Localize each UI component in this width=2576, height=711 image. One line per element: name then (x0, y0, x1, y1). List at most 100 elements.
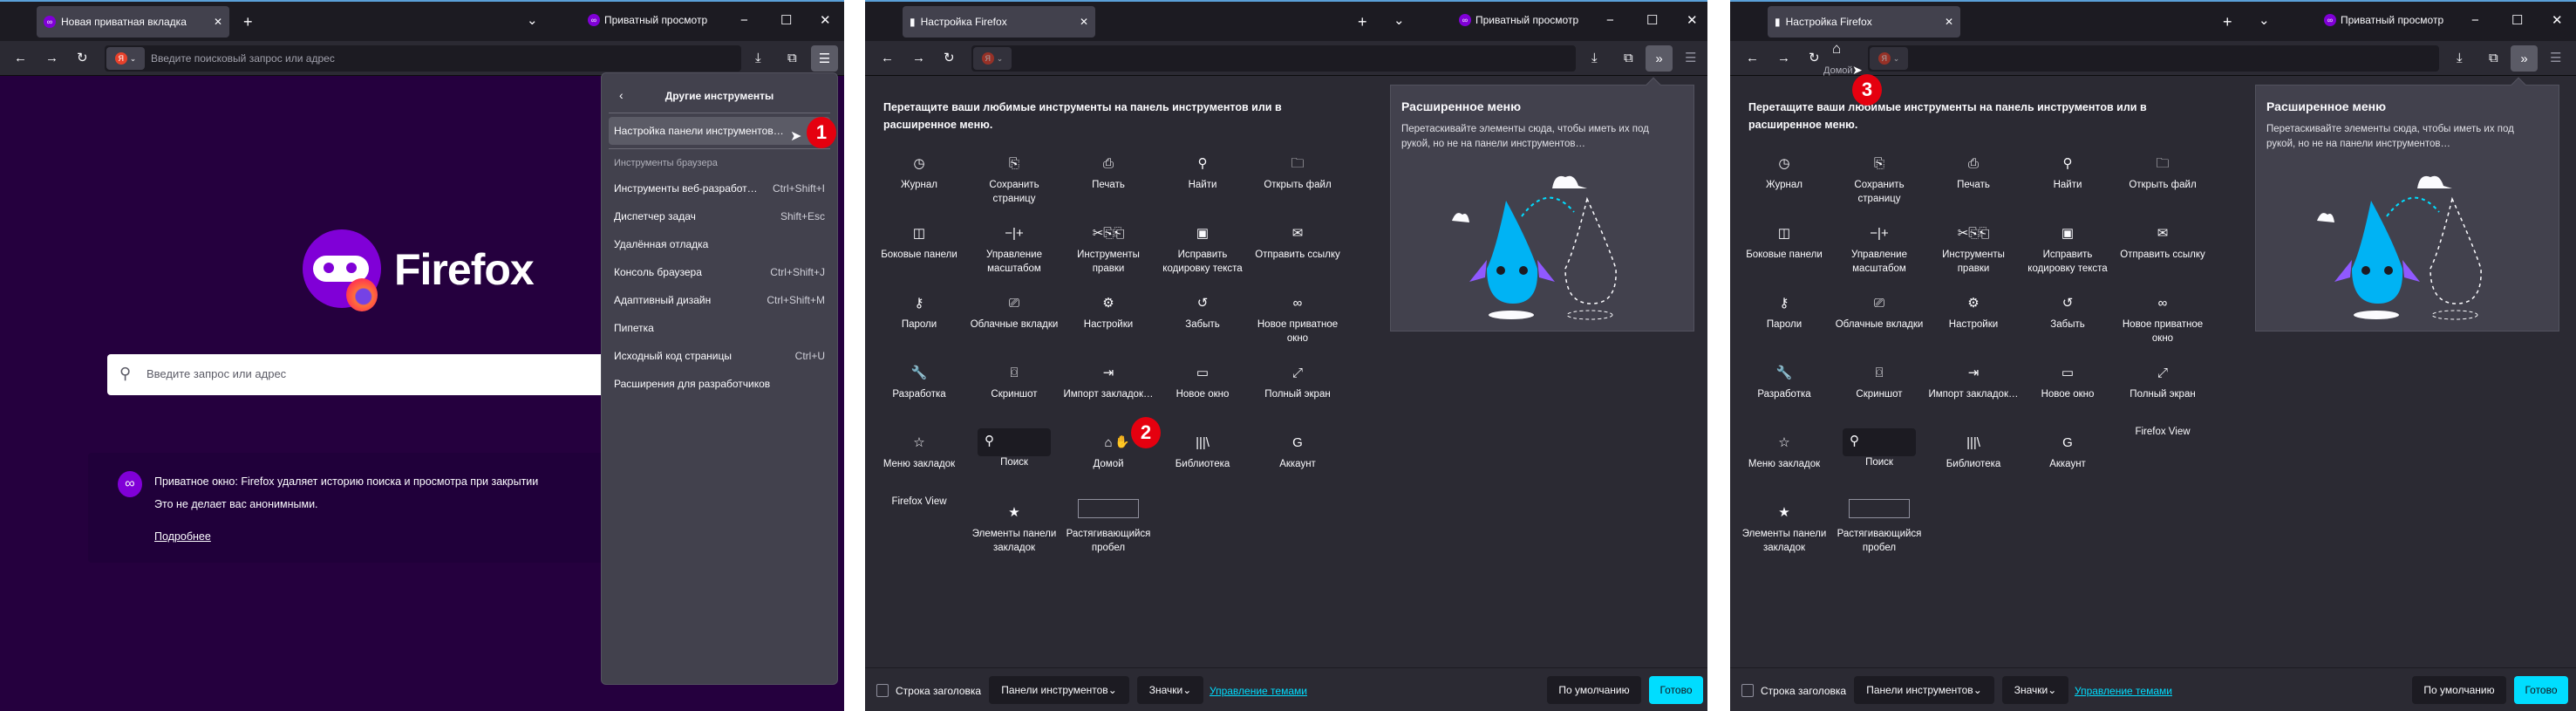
close-tab-icon[interactable]: ✕ (1944, 16, 1953, 28)
palette-item[interactable]: ⎘ Сохранить страницу (969, 154, 1060, 206)
palette-item[interactable]: ✉ Отправить ссылку (2117, 224, 2208, 262)
palette-item[interactable]: ⌼ Скриншот (969, 364, 1060, 401)
palette-item[interactable]: ★ Элементы панели закладок (969, 503, 1060, 555)
downloads-icon[interactable]: ⤓ (2457, 51, 2463, 65)
palette-item[interactable]: ⎘ Сохранить страницу (1834, 154, 1925, 206)
new-tab-icon[interactable]: + (243, 13, 253, 31)
palette-item[interactable]: |||\ Библиотека (1928, 434, 2019, 471)
maximize-icon[interactable]: ☐ (2511, 13, 2524, 28)
palette-item[interactable]: 🔧 Разработка (1739, 364, 1830, 401)
palette-item[interactable]: 🗀 Открыть файл (1252, 154, 1343, 192)
menu-item[interactable]: Инструменты веб-разработ… Ctrl+Shift+I (614, 182, 825, 195)
back-icon[interactable]: ← (14, 51, 27, 65)
app-menu-button[interactable]: ☰ (811, 45, 838, 72)
tab-customize[interactable]: ▮ Настройка Firefox ✕ (1768, 6, 1960, 38)
reload-icon[interactable]: ↻ (1809, 51, 1820, 65)
address-bar[interactable]: Я ⌄ (1868, 45, 2439, 72)
hamburger-icon[interactable]: ☰ (2550, 51, 2562, 65)
palette-item[interactable]: ◷ Журнал (1739, 154, 1830, 192)
tab-list-chevron-icon[interactable]: ⌄ (527, 13, 538, 28)
palette-item[interactable]: ⤢ Полный экран (1252, 364, 1343, 401)
forward-icon[interactable]: → (45, 51, 58, 65)
palette-item[interactable]: ⎚ Облачные вкладки (1835, 296, 1924, 330)
back-icon[interactable]: ← (1746, 51, 1759, 65)
minimize-icon[interactable]: − (2471, 13, 2479, 28)
tab-list-chevron-icon[interactable]: ⌄ (1394, 13, 1405, 28)
minimize-icon[interactable]: − (1606, 13, 1614, 28)
palette-item[interactable]: ⚙ Настройки (1928, 294, 2019, 332)
palette-item[interactable]: ⚷ Пароли (874, 294, 964, 332)
manage-themes-link[interactable]: Управление темами (1210, 685, 1307, 697)
minimize-icon[interactable]: − (740, 13, 748, 28)
palette-item[interactable]: ⤢ Полный экран (2117, 364, 2208, 401)
search-engine-button[interactable]: Я ⌄ (106, 47, 145, 70)
extensions-icon[interactable]: ⧉ (1624, 51, 1633, 65)
palette-item[interactable]: ⌼ Скриншот (1834, 364, 1925, 401)
palette-item[interactable]: ⚙ Настройки (1063, 294, 1154, 332)
palette-item[interactable]: ⇥ Импорт закладок… (1928, 366, 2019, 400)
toolbars-dropdown[interactable]: Панели инструментов ⌄ (1854, 676, 1994, 704)
density-dropdown[interactable]: Значки ⌄ (1137, 676, 1203, 704)
tab-customize[interactable]: ▮ Настройка Firefox ✕ (903, 6, 1095, 38)
learn-more-link[interactable]: Подробнее (154, 530, 211, 543)
palette-item[interactable]: G Аккаунт (2022, 434, 2113, 471)
close-icon[interactable]: ✕ (1687, 13, 1698, 28)
palette-item[interactable]: 🗀 Открыть файл (2117, 154, 2208, 192)
palette-item[interactable]: ◫ Боковые панели (874, 224, 964, 262)
new-tab-icon[interactable]: + (1358, 13, 1367, 31)
downloads-icon[interactable]: ⤓ (755, 51, 761, 65)
palette-item[interactable]: ⚲ Поиск (969, 428, 1060, 469)
menu-item[interactable]: Адаптивный дизайн Ctrl+Shift+M (614, 294, 825, 306)
manage-themes-link[interactable]: Управление темами (2075, 685, 2172, 697)
restore-defaults-button[interactable]: По умолчанию (2412, 676, 2506, 704)
search-engine-button[interactable]: Я ⌄ (973, 47, 1012, 70)
palette-item[interactable]: Firefox View (2135, 427, 2191, 437)
palette-item[interactable]: −|+ Управление масштабом (1834, 224, 1925, 276)
palette-item[interactable]: ⚲ Найти (2022, 154, 2113, 192)
back-chevron-icon[interactable]: ‹ (619, 88, 624, 102)
search-box[interactable]: ⚲ Введите запрос или адрес (107, 354, 613, 395)
restore-defaults-button[interactable]: По умолчанию (1547, 676, 1641, 704)
palette-item[interactable]: ☆ Меню закладок (1739, 434, 1830, 471)
home-icon[interactable]: ⌂ (1832, 40, 1842, 57)
menu-item-customize-toolbar[interactable]: Настройка панели инструментов… (609, 117, 830, 145)
palette-item[interactable]: Firefox View (891, 496, 947, 507)
address-bar[interactable]: Я ⌄ (971, 45, 1576, 72)
palette-item[interactable]: ✉ Отправить ссылку (1252, 224, 1343, 262)
search-engine-button[interactable]: Я ⌄ (1870, 47, 1908, 70)
titlebar-checkbox[interactable] (1741, 684, 1754, 697)
palette-item[interactable]: ✂⎘⎗ Инструменты правки (1063, 224, 1154, 276)
palette-item[interactable]: ⚲ Поиск (1834, 428, 1925, 469)
new-tab-icon[interactable]: + (2223, 13, 2232, 31)
palette-item[interactable]: ☆ Меню закладок (874, 434, 964, 471)
close-icon[interactable]: ✕ (2552, 13, 2563, 28)
back-icon[interactable]: ← (881, 51, 894, 65)
palette-item[interactable]: ↺ Забыть (1157, 294, 1248, 332)
palette-item[interactable]: |||\ Библиотека (1157, 434, 1248, 471)
menu-item[interactable]: Удалённая отладка (614, 238, 709, 250)
palette-item[interactable]: Растягивающийся пробел (1834, 499, 1925, 555)
menu-item[interactable]: Диспетчер задач Shift+Esc (614, 210, 825, 222)
palette-item[interactable]: ⎙ Печать (1063, 154, 1154, 192)
palette-item[interactable]: ⚷ Пароли (1739, 294, 1830, 332)
palette-item[interactable]: ✂⎘⎗ Инструменты правки (1928, 224, 2019, 276)
done-button[interactable]: Готово (1649, 676, 1703, 704)
reload-icon[interactable]: ↻ (77, 51, 88, 65)
palette-item[interactable]: ⎙ Печать (1928, 154, 2019, 192)
menu-item[interactable]: Пипетка (614, 322, 654, 334)
maximize-icon[interactable]: ☐ (1646, 13, 1659, 28)
done-button[interactable]: Готово (2514, 676, 2568, 704)
forward-icon[interactable]: → (912, 51, 925, 65)
palette-item[interactable]: ⇥ Импорт закладок… (1063, 366, 1154, 400)
extensions-icon[interactable]: ⧉ (2489, 51, 2498, 65)
overflow-menu-button[interactable]: » (1646, 45, 1673, 72)
extensions-icon[interactable]: ⧉ (787, 51, 797, 65)
palette-item[interactable]: 🔧 Разработка (874, 364, 964, 401)
maximize-icon[interactable]: ☐ (780, 13, 793, 28)
palette-item[interactable]: ⌂ Домой (1063, 434, 1154, 471)
palette-item[interactable]: ◷ Журнал (874, 154, 964, 192)
palette-item[interactable]: ▭ Новое окно (2022, 364, 2113, 401)
menu-item[interactable]: Консоль браузера Ctrl+Shift+J (614, 266, 825, 278)
palette-item[interactable]: Растягивающийся пробел (1063, 499, 1154, 555)
palette-item[interactable]: ▣ Исправить кодировку текста (1157, 224, 1248, 276)
